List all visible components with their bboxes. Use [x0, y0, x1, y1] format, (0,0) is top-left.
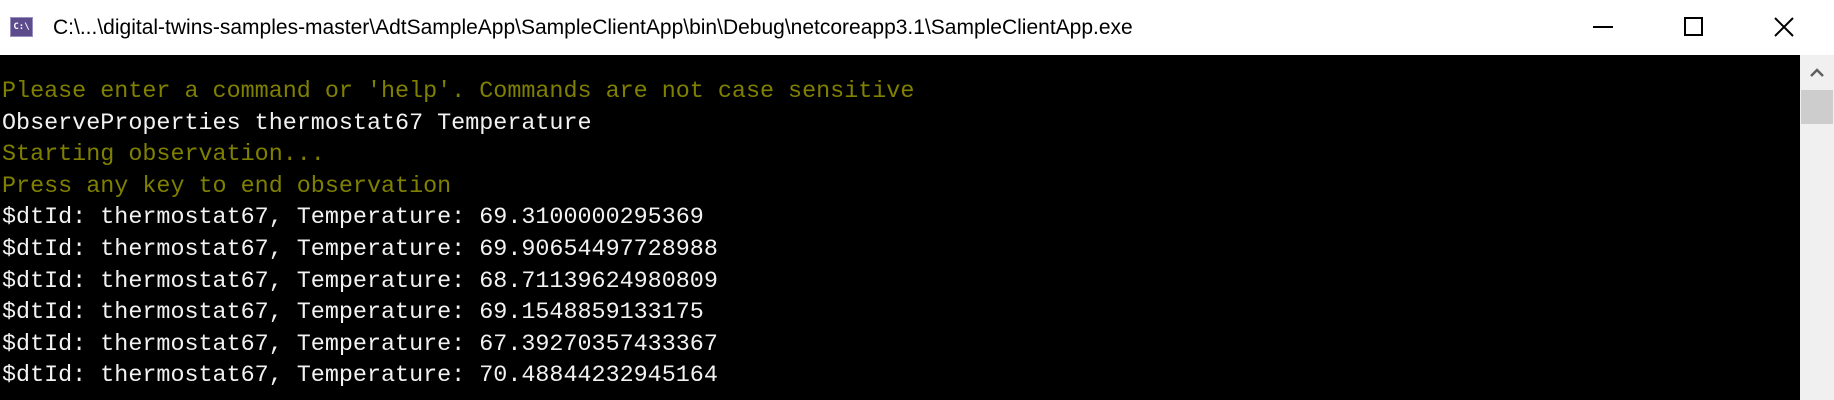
- console-line-status: Press any key to end observation: [2, 173, 452, 200]
- console-line-reading: $dtId: thermostat67, Temperature: 68.711…: [2, 268, 718, 295]
- console-line-prompt: Please enter a command or 'help'. Comman…: [2, 79, 915, 105]
- console-line-reading: $dtId: thermostat67, Temperature: 69.310…: [2, 205, 704, 232]
- console-line-reading: $dtId: thermostat67, Temperature: 69.906…: [2, 237, 718, 263]
- scrollbar-thumb[interactable]: [1801, 90, 1833, 124]
- console-app-icon[interactable]: C:\: [10, 17, 33, 37]
- console-line-command: ObserveProperties thermostat67 Temperatu…: [2, 110, 592, 137]
- console-output[interactable]: Please enter a command or 'help'. Comman…: [0, 55, 1800, 400]
- title-bar[interactable]: C:\ C:\...\digital-twins-samples-master\…: [0, 0, 1834, 55]
- maximize-icon[interactable]: [1684, 17, 1703, 36]
- app-icon-text: C:\: [13, 22, 30, 32]
- close-icon[interactable]: [1769, 12, 1799, 42]
- console-line-reading: $dtId: thermostat67, Temperature: 67.392…: [2, 331, 718, 358]
- window-title: C:\...\digital-twins-samples-master\AdtS…: [53, 16, 1133, 39]
- console-line-reading: $dtId: thermostat67, Temperature: 70.488…: [2, 363, 718, 390]
- console-line-reading: $dtId: thermostat67, Temperature: 69.154…: [2, 300, 704, 327]
- console-line-status: Starting observation...: [2, 142, 325, 169]
- minimize-icon[interactable]: [1593, 26, 1613, 28]
- scroll-up-arrow-icon[interactable]: [1800, 55, 1834, 89]
- vertical-scrollbar[interactable]: [1800, 55, 1834, 400]
